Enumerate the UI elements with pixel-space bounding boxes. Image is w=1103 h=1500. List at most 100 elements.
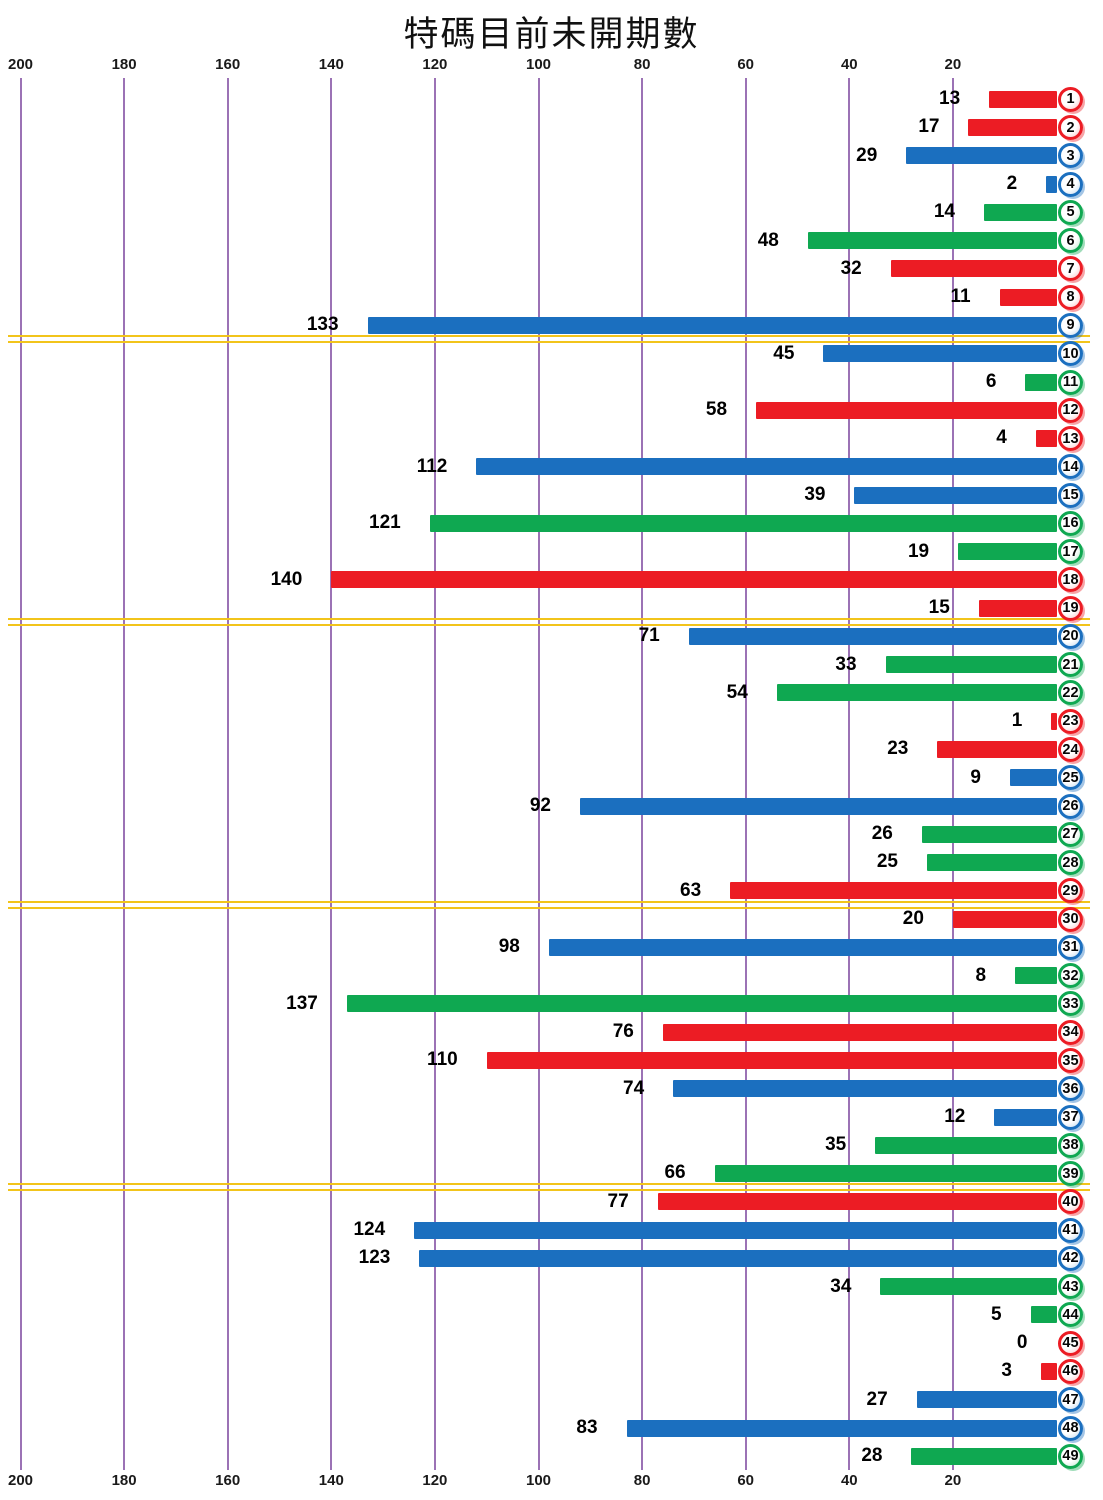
number-badge-6: 6 (1058, 228, 1083, 254)
bar-row-43: 34 43 (0, 1273, 1103, 1301)
number-badge-2: 2 (1058, 115, 1083, 141)
bar-22 (776, 684, 1057, 702)
number-badge-27: 27 (1058, 821, 1083, 847)
bar-row-27: 26 27 (0, 820, 1103, 848)
bar-value-label-35: 110 (427, 1049, 458, 1071)
number-badge-24: 24 (1058, 737, 1083, 763)
number-badge-40: 40 (1058, 1189, 1083, 1215)
bar-value-label-16: 121 (369, 512, 401, 534)
bar-value-label-26: 92 (529, 794, 551, 816)
number-badge-5: 5 (1058, 199, 1083, 225)
bar-27 (921, 825, 1057, 843)
bar-5 (983, 203, 1057, 221)
bar-value-label-43: 34 (830, 1275, 852, 1297)
bar-17 (958, 543, 1057, 561)
number-badge-46: 46 (1058, 1358, 1083, 1384)
bar-row-40: 77 40 (0, 1188, 1103, 1216)
chart-title: 特碼目前未開期數 (403, 15, 700, 55)
number-badge-14: 14 (1058, 454, 1083, 480)
bar-24 (937, 741, 1057, 759)
top-axis-tick-label: 100 (525, 56, 552, 73)
separator-line-after-19 (8, 617, 1090, 626)
number-badge-19: 19 (1058, 595, 1083, 621)
bar-42 (419, 1249, 1057, 1267)
bar-value-label-12: 58 (705, 399, 728, 421)
number-badge-47: 47 (1058, 1387, 1083, 1413)
bar-row-24: 23 24 (0, 735, 1103, 763)
number-badge-48: 48 (1058, 1415, 1083, 1441)
bar-35 (486, 1052, 1057, 1069)
bar-row-26: 92 26 (0, 792, 1103, 820)
bar-value-label-38: 35 (825, 1134, 847, 1156)
separator-line-after-39 (8, 1183, 1090, 1192)
bar-row-14: 112 14 (0, 453, 1103, 481)
bar-44 (1030, 1306, 1057, 1324)
bar-value-label-9: 133 (306, 314, 339, 336)
bar-49 (911, 1447, 1057, 1465)
number-badge-23: 23 (1058, 708, 1083, 734)
bar-value-label-17: 19 (907, 540, 930, 562)
gridline-20 (951, 78, 954, 1470)
gridline-40 (848, 78, 851, 1470)
bottom-axis-tick-label: 120 (422, 1472, 448, 1489)
bar-15 (854, 486, 1057, 504)
bar-row-39: 66 39 (0, 1159, 1103, 1187)
bar-value-label-49: 28 (861, 1445, 883, 1467)
bar-value-label-10: 45 (773, 342, 795, 364)
bar-row-18: 140 18 (0, 566, 1103, 594)
number-badge-28: 28 (1058, 850, 1083, 876)
bar-row-32: 8 32 (0, 962, 1103, 990)
bar-30 (952, 910, 1057, 928)
bar-row-11: 6 11 (0, 368, 1103, 396)
bar-value-label-46: 3 (1001, 1360, 1012, 1382)
bar-row-13: 4 13 (0, 424, 1103, 452)
bar-value-label-31: 98 (498, 936, 520, 958)
gridline-120 (433, 78, 436, 1470)
number-badge-8: 8 (1058, 284, 1083, 310)
number-badge-1: 1 (1058, 86, 1083, 112)
number-badge-32: 32 (1058, 963, 1083, 989)
bar-row-6: 48 6 (0, 227, 1103, 255)
top-axis-tick-label: 120 (422, 56, 448, 73)
gridline-140 (330, 78, 333, 1470)
bar-value-label-41: 124 (353, 1219, 386, 1240)
bar-value-label-47: 27 (866, 1388, 888, 1410)
bar-value-label-32: 8 (975, 964, 987, 986)
bar-2 (968, 119, 1057, 137)
bar-row-1: 13 1 (0, 85, 1103, 113)
bar-value-label-45: 0 (1016, 1332, 1028, 1354)
bar-row-46: 3 46 (0, 1357, 1103, 1385)
bar-28 (927, 854, 1057, 872)
bar-value-label-37: 12 (944, 1105, 966, 1127)
bar-row-3: 29 3 (0, 142, 1103, 170)
bar-47 (916, 1391, 1057, 1409)
number-badge-15: 15 (1058, 482, 1083, 508)
bar-value-label-2: 17 (918, 116, 940, 138)
bar-43 (880, 1278, 1057, 1296)
bar-row-9: 133 9 (0, 311, 1103, 339)
number-badge-33: 33 (1058, 991, 1083, 1017)
number-badge-20: 20 (1058, 623, 1083, 649)
bar-row-8: 11 8 (0, 283, 1103, 311)
bottom-axis-tick-label: 100 (525, 1472, 552, 1489)
top-axis-tick-label: 20 (944, 56, 962, 73)
bottom-axis-tick-label: 20 (944, 1472, 962, 1489)
bar-10 (823, 345, 1057, 363)
bar-9 (367, 316, 1057, 334)
bar-26 (579, 797, 1057, 815)
bar-7 (890, 260, 1057, 278)
separator-line-after-9 (8, 335, 1090, 344)
bar-value-label-19: 15 (928, 597, 950, 619)
bar-6 (807, 232, 1057, 250)
bar-row-22: 54 22 (0, 679, 1103, 707)
bar-33 (346, 995, 1057, 1013)
bar-value-label-22: 54 (726, 681, 748, 703)
bar-value-label-25: 9 (970, 766, 981, 788)
bar-34 (662, 1023, 1057, 1041)
bar-value-label-24: 23 (887, 738, 909, 760)
gridline-100 (537, 78, 540, 1470)
bar-value-label-6: 48 (757, 229, 779, 251)
gridline-60 (744, 78, 747, 1470)
number-badge-44: 44 (1058, 1302, 1083, 1328)
number-badge-13: 13 (1058, 426, 1083, 452)
